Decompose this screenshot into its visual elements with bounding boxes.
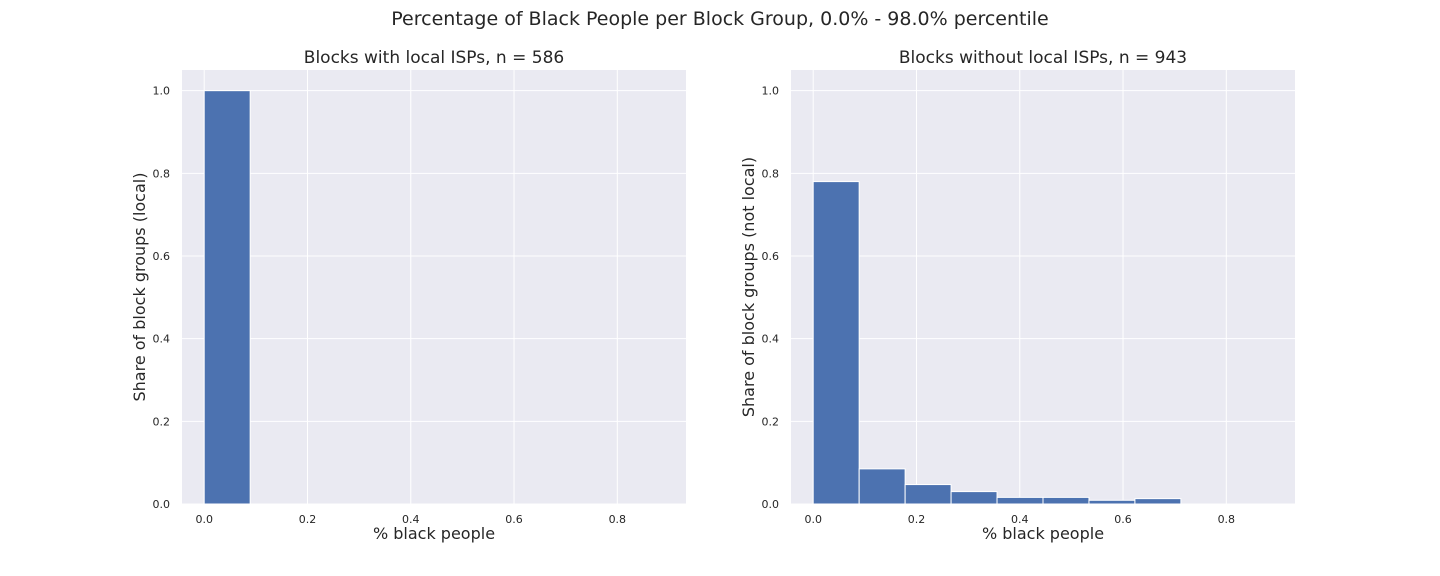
x-tick-label: 0.4 [1011, 513, 1029, 526]
histogram-bar [1088, 499, 1136, 505]
y-tick-label: 0.6 [153, 250, 171, 263]
x-axis-label: % black people [373, 524, 495, 543]
y-tick-label: 0.0 [153, 498, 171, 511]
x-tick-label: 0.6 [1114, 513, 1132, 526]
histogram-bar [1042, 496, 1090, 505]
y-tick-label: 0.6 [762, 250, 780, 263]
histogram-bar [950, 491, 998, 505]
y-tick-label: 0.2 [153, 415, 171, 428]
y-axis-label: Share of block groups (local) [130, 173, 149, 402]
x-tick-label: 0.8 [1218, 513, 1236, 526]
x-tick-label: 0.0 [195, 513, 213, 526]
x-tick-label: 0.2 [299, 513, 317, 526]
x-tick-label: 0.0 [804, 513, 822, 526]
histogram-bar [203, 90, 251, 505]
y-axis-label: Share of block groups (not local) [739, 157, 758, 417]
plot-area [791, 70, 1295, 504]
chart-panel-1: 0.0 0.2 0.4 0.6 0.8 0.0 0.2 0.4 0.6 0.8 1.0 Blocks … [130, 48, 686, 543]
y-tick-label: 1.0 [762, 85, 780, 98]
x-tick-label: 0.6 [505, 513, 523, 526]
y-tick-label: 0.8 [153, 167, 171, 180]
histogram-bar [858, 468, 906, 505]
y-tick-label: 0.2 [762, 415, 780, 428]
subplot-title: Blocks without local ISPs, n = 943 [899, 48, 1187, 68]
x-tick-label: 0.2 [908, 513, 926, 526]
y-tick-label: 0.0 [762, 498, 780, 511]
y-tick-label: 0.4 [153, 333, 171, 346]
x-tick-label: 0.8 [609, 513, 627, 526]
histogram-bar [812, 181, 860, 505]
histogram-bar [904, 484, 952, 505]
figure-title: Percentage of Black People per Block Gro… [391, 8, 1049, 30]
subplot-title: Blocks with local ISPs, n = 586 [304, 48, 564, 68]
plot-area [182, 70, 686, 504]
x-axis-label: % black people [982, 524, 1104, 543]
y-tick-label: 1.0 [153, 85, 171, 98]
y-tick-label: 0.8 [762, 167, 780, 180]
histogram-bar [1134, 498, 1182, 505]
x-tick-label: 0.4 [402, 513, 420, 526]
histogram-bar [996, 496, 1044, 505]
y-tick-label: 0.4 [762, 333, 780, 346]
chart-panel-2: 0.0 0.2 0.4 0.6 0.8 0.0 0.2 0.4 0.6 0.8 1.0 Blocks … [739, 48, 1295, 543]
